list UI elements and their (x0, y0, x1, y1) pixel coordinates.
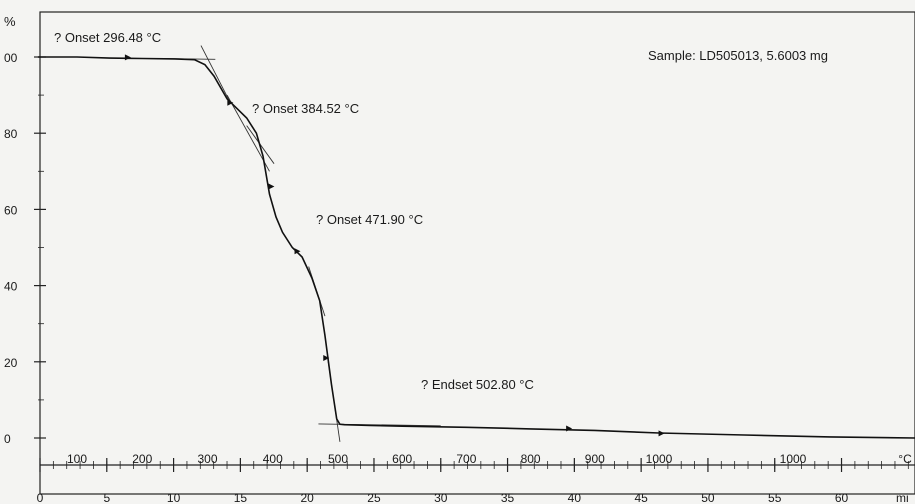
temp-label-6: 700 (456, 452, 476, 466)
temp-label-7: 800 (521, 452, 541, 466)
time-tick-label-7: 35 (501, 491, 515, 504)
time-tick-label-4: 20 (300, 491, 314, 504)
curve-marker-3 (294, 248, 301, 255)
annotation-onset-3: ? Onset 471.90 °C (316, 212, 423, 227)
temp-label-2: 300 (197, 452, 217, 466)
curve-marker-1 (227, 99, 234, 106)
time-tick-label-2: 10 (167, 491, 181, 504)
temperature-axis-labels: 100 200 300 400 500 600 700 800 900 1000 1000 °C (67, 452, 912, 466)
temp-label-10: 1000 (780, 452, 807, 466)
y-tick-label-3: 40 (4, 280, 18, 294)
time-unit-label: mi (896, 491, 909, 504)
temp-label-9: 1000 (646, 452, 673, 466)
plot-frame (39, 11, 915, 495)
annotation-onset-1: ? Onset 296.48 °C (54, 30, 161, 45)
y-unit-label: % (4, 14, 16, 29)
curve-marker-2 (268, 183, 275, 190)
y-tick-label-5: 0 (4, 432, 11, 446)
curve-marker-6 (658, 430, 665, 437)
y-tick-label-2: 60 (4, 203, 18, 217)
time-tick-label-3: 15 (234, 491, 248, 504)
curve-marker-4 (323, 354, 330, 361)
time-tick-label-10: 50 (701, 491, 715, 504)
time-tick-label-9: 45 (634, 491, 648, 504)
curve-marker-5 (566, 425, 573, 432)
tangent-slope-2 (226, 94, 270, 172)
temp-label-0: 100 (67, 452, 87, 466)
temp-label-3: 400 (263, 452, 283, 466)
time-tick-label-11: 55 (768, 491, 782, 504)
time-tick-label-12: 60 (835, 491, 849, 504)
time-tick-label-5: 25 (367, 491, 381, 504)
tangent-slope-1 (200, 45, 231, 103)
y-tick-label-1: 80 (4, 127, 18, 141)
temp-label-5: 600 (392, 452, 412, 466)
temp-label-11: °C (898, 452, 912, 466)
temp-label-4: 500 (328, 452, 348, 466)
curve-marker-0 (124, 54, 131, 61)
time-axis-ticks: 0 5 10 15 20 25 30 35 40 45 50 55 60 mi (37, 458, 909, 504)
y-tick-label-0: 00 (4, 51, 18, 65)
annotation-endset: ? Endset 502.80 °C (421, 377, 534, 392)
time-tick-label-1: 5 (103, 491, 110, 504)
temp-label-8: 900 (585, 452, 605, 466)
temp-label-1: 200 (132, 452, 152, 466)
curve-markers (124, 54, 665, 437)
time-tick-label-0: 0 (37, 491, 44, 504)
time-tick-label-6: 30 (434, 491, 448, 504)
y-axis-ticks: 00 80 60 40 20 0 (4, 51, 46, 446)
time-tick-label-8: 40 (568, 491, 582, 504)
annotation-onset-2: ? Onset 384.52 °C (252, 101, 359, 116)
y-tick-label-4: 20 (4, 356, 18, 370)
sample-label: Sample: LD505013, 5.6003 mg (648, 48, 828, 63)
